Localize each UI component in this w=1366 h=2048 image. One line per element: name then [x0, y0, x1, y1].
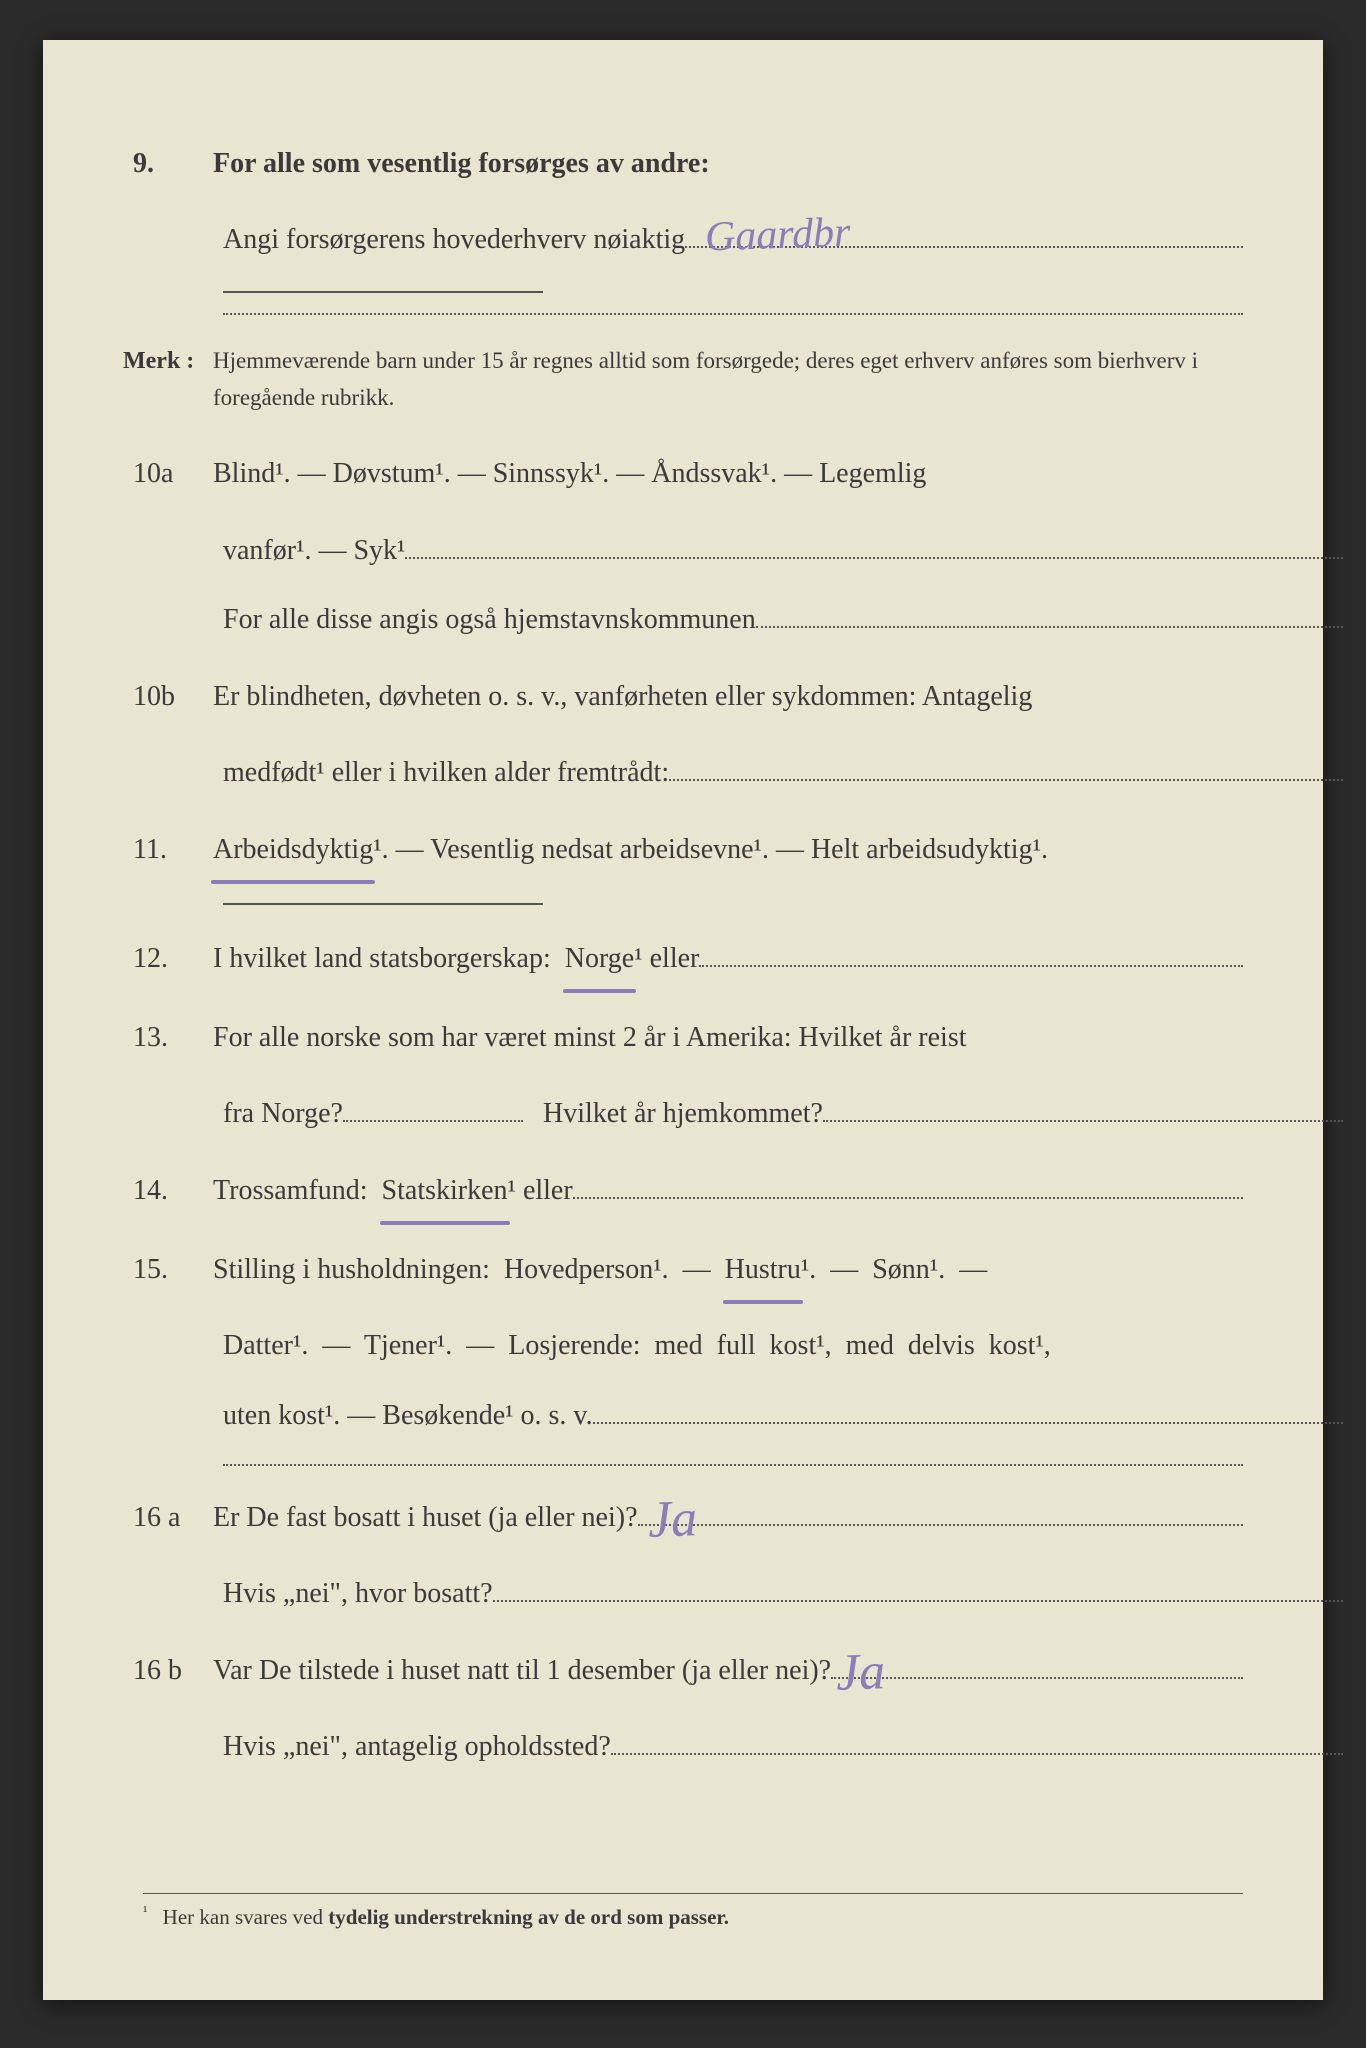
q10a-line1: Blind¹. — Døvstum¹. — Sinnssyk¹. — Åndss…	[213, 443, 1243, 505]
divider-dotted	[223, 1464, 1243, 1466]
q15-number: 15.	[123, 1236, 213, 1303]
question-13: 13. For alle norske som har været minst …	[123, 1004, 1243, 1071]
q15-line3: uten kost¹. — Besøkende¹ o. s. v.	[223, 1385, 1343, 1447]
divider	[223, 291, 543, 293]
question-11: 11. Arbeidsdyktig¹. — Vesentlig nedsat a…	[123, 816, 1243, 883]
q14-number: 14.	[123, 1157, 213, 1224]
question-16b: 16 b Var De tilstede i huset natt til 1 …	[123, 1637, 1243, 1704]
q11-number: 11.	[123, 816, 213, 883]
question-15: 15. Stilling i husholdningen: Hovedperso…	[123, 1236, 1243, 1303]
q10a-line2: vanfør¹. — Syk¹	[223, 520, 1343, 582]
q16a-line2: Hvis „nei", hvor bosatt?	[223, 1563, 1343, 1625]
footnote: ¹ Her kan svares ved tydelig understrekn…	[143, 1893, 1243, 1930]
q12-content: I hvilket land statsborgerskap: Norge ¹ …	[213, 928, 1243, 990]
footnote-text-b: tydelig understrekning av de ord som pas…	[328, 1905, 729, 1929]
question-12: 12. I hvilket land statsborgerskap: Norg…	[123, 925, 1243, 992]
q9-line1: For alle som vesentlig forsørges av andr…	[213, 133, 1243, 195]
q15-line1: Stilling i husholdningen: Hovedperson¹. …	[213, 1239, 1243, 1301]
merk-text: Hjemmeværende barn under 15 år regnes al…	[213, 343, 1243, 417]
q16a-number: 16 a	[123, 1484, 213, 1551]
footnote-marker: ¹	[143, 1904, 147, 1920]
q16a-handwritten: Ja	[646, 1463, 699, 1579]
q10a-number: 10a	[123, 440, 213, 507]
q14-content: Trossamfund: Statskirken ¹ eller	[213, 1160, 1243, 1222]
q12-number: 12.	[123, 925, 213, 992]
q9-number: 9.	[123, 130, 213, 197]
q13-line2: fra Norge? Hvilket år hjemkommet?	[223, 1083, 1343, 1145]
q9-line2: Angi forsørgerens hovederhverv nøiaktig …	[223, 209, 1243, 271]
question-14: 14. Trossamfund: Statskirken ¹ eller	[123, 1157, 1243, 1224]
q11-content: Arbeidsdyktig¹. — Vesentlig nedsat arbei…	[213, 819, 1243, 881]
q12-underlined: Norge	[565, 928, 634, 990]
merk-note: Merk : Hjemmeværende barn under 15 år re…	[123, 333, 1243, 417]
q13-line1: For alle norske som har været minst 2 år…	[213, 1007, 1243, 1069]
divider	[223, 903, 543, 905]
q10b-line1: Er blindheten, døvheten o. s. v., vanfør…	[213, 666, 1243, 728]
question-16a: 16 a Er De fast bosatt i huset (ja eller…	[123, 1484, 1243, 1551]
q16a-line1: Er De fast bosatt i huset (ja eller nei)…	[213, 1487, 1243, 1549]
q16b-handwritten: Ja	[834, 1615, 887, 1731]
merk-label: Merk :	[123, 333, 213, 391]
footnote-text-a: Her kan svares ved	[163, 1905, 329, 1929]
q9-line2-text: Angi forsørgerens hovederhverv nøiaktig	[223, 209, 685, 271]
question-9: 9. For alle som vesentlig forsørges av a…	[123, 130, 1243, 197]
q16b-line2: Hvis „nei", antagelig opholdssted?	[223, 1716, 1343, 1778]
divider-dotted	[223, 313, 1243, 315]
q16b-number: 16 b	[123, 1637, 213, 1704]
q16b-line1: Var De tilstede i huset natt til 1 desem…	[213, 1640, 1243, 1702]
q10b-number: 10b	[123, 663, 213, 730]
q9-handwritten: Gaardbr	[704, 187, 853, 284]
question-10a: 10a Blind¹. — Døvstum¹. — Sinnssyk¹. — Å…	[123, 440, 1243, 507]
q15-underlined: Hustru	[725, 1239, 801, 1301]
q9-fill: Gaardbr	[685, 217, 1243, 248]
q11-underlined: Arbeidsdyktig	[213, 819, 373, 881]
document-page: 9. For alle som vesentlig forsørges av a…	[43, 40, 1323, 2000]
question-10b: 10b Er blindheten, døvheten o. s. v., va…	[123, 663, 1243, 730]
q13-number: 13.	[123, 1004, 213, 1071]
q10b-line2: medfødt¹ eller i hvilken alder fremtrådt…	[223, 742, 1343, 804]
q14-underlined: Statskirken	[382, 1160, 508, 1222]
q15-line2: Datter¹. — Tjener¹. — Losjerende: med fu…	[223, 1315, 1243, 1377]
q11-rest: ¹. — Vesentlig nedsat arbeidsevne¹. — He…	[373, 834, 1048, 865]
q10a-line3: For alle disse angis også hjemstavnskomm…	[223, 589, 1343, 651]
